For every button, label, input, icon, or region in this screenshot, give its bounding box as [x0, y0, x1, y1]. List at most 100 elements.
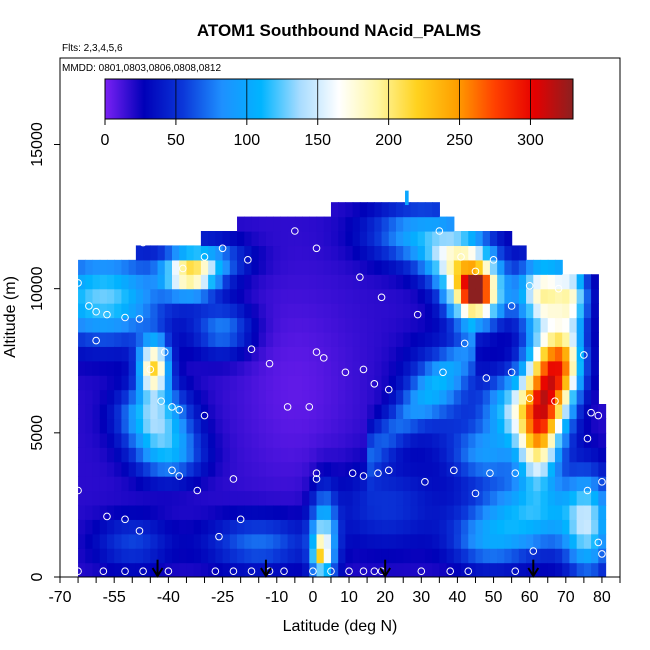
heatmap-cell	[193, 346, 202, 362]
heatmap-cell	[287, 245, 296, 261]
heatmap-cell	[287, 490, 296, 506]
heatmap-cell	[453, 389, 462, 405]
heatmap-cell	[598, 548, 607, 564]
observation-point	[291, 227, 299, 235]
heatmap-cell	[453, 259, 462, 275]
heatmap-cell	[540, 346, 549, 362]
heatmap-cell	[273, 216, 281, 232]
heatmap-cell	[114, 476, 123, 492]
heatmap-cell	[273, 274, 281, 290]
heatmap-cell	[432, 504, 440, 520]
heatmap-cell	[294, 432, 303, 448]
heatmap-cell	[367, 288, 375, 304]
heatmap-cell	[403, 317, 412, 333]
observation-point	[583, 434, 592, 443]
heatmap-cell	[446, 245, 455, 261]
heatmap-cell	[128, 389, 137, 405]
heatmap-cell	[280, 519, 289, 535]
heatmap-cell	[172, 562, 180, 577]
heatmap-cell	[526, 432, 534, 448]
heatmap-cell	[475, 490, 484, 506]
heatmap-cell	[547, 346, 556, 362]
heatmap-cell	[497, 360, 505, 376]
heatmap-cell	[78, 548, 86, 564]
heatmap-cell	[135, 303, 144, 319]
heatmap-cell	[92, 274, 101, 290]
heatmap-cell	[143, 259, 151, 275]
heatmap-cell	[482, 519, 491, 535]
heatmap-cell	[316, 461, 325, 477]
heatmap-cell	[540, 504, 549, 520]
heatmap-cell	[583, 331, 592, 347]
heatmap-cell	[569, 331, 578, 347]
heatmap-cell	[547, 288, 556, 304]
heatmap-cell	[200, 317, 209, 333]
heatmap-cell	[273, 476, 281, 492]
heatmap-cell	[504, 447, 513, 463]
heatmap-cell	[157, 490, 166, 506]
heatmap-cell	[388, 375, 397, 391]
heatmap-cell	[316, 490, 325, 506]
heatmap-cell	[446, 533, 455, 549]
heatmap-cell	[540, 519, 549, 535]
heatmap-cell	[222, 259, 231, 275]
heatmap-cell	[432, 533, 440, 549]
heatmap-cell	[222, 548, 231, 564]
heatmap-cell	[280, 360, 289, 376]
heatmap-cell	[200, 548, 209, 564]
heatmap-cell	[569, 389, 578, 405]
heatmap-cell	[273, 404, 281, 420]
heatmap-cell	[446, 504, 455, 520]
heatmap-cell	[410, 548, 419, 564]
heatmap-cell	[562, 461, 571, 477]
heatmap-cell	[562, 346, 571, 362]
heatmap-cell	[273, 346, 281, 362]
heatmap-cell	[424, 331, 433, 347]
heatmap-cell	[396, 259, 404, 275]
heatmap-cell	[222, 288, 231, 304]
heatmap-cell	[417, 317, 426, 333]
heatmap-cell	[583, 288, 592, 304]
heatmap-cell	[367, 202, 375, 218]
heatmap-cell	[106, 404, 115, 420]
heatmap-cell	[576, 303, 585, 319]
heatmap-cell	[497, 288, 505, 304]
heatmap-cell	[504, 245, 513, 261]
heatmap-cell	[128, 331, 137, 347]
heatmap-cell	[345, 548, 354, 564]
heatmap-cell	[92, 418, 101, 434]
heatmap-cell	[583, 447, 592, 463]
heatmap-cell	[562, 476, 571, 492]
x-tick-label: 10	[340, 589, 358, 606]
heatmap-cell	[265, 447, 274, 463]
heatmap-cell	[78, 360, 86, 376]
heatmap-cell	[302, 504, 310, 520]
heatmap-cell	[251, 389, 260, 405]
x-tick-label: -10	[265, 589, 288, 606]
heatmap-cell	[229, 274, 238, 290]
heatmap-cell	[533, 389, 542, 405]
heatmap-cell	[294, 490, 303, 506]
x-tick-label: 80	[593, 589, 611, 606]
heatmap-cell	[359, 519, 368, 535]
x-tick-label: 0	[308, 589, 317, 606]
heatmap-cell	[424, 418, 433, 434]
heatmap-cell	[222, 317, 231, 333]
heatmap-cell	[504, 231, 513, 247]
heatmap-cell	[403, 504, 412, 520]
heatmap-cell	[316, 288, 325, 304]
heatmap-cell	[461, 346, 469, 362]
heatmap-cell	[482, 548, 491, 564]
heatmap-cell	[99, 375, 108, 391]
observation-point	[511, 567, 520, 576]
heatmap-cell	[591, 519, 599, 535]
heatmap-cell	[489, 562, 498, 577]
heatmap-cell	[106, 533, 115, 549]
heatmap-cell	[381, 504, 390, 520]
heatmap-cell	[540, 288, 549, 304]
observation-point	[121, 313, 129, 322]
heatmap-cell	[172, 490, 180, 506]
heatmap-cell	[172, 303, 180, 319]
heatmap-cell	[172, 259, 180, 275]
heatmap-cell	[287, 331, 296, 347]
